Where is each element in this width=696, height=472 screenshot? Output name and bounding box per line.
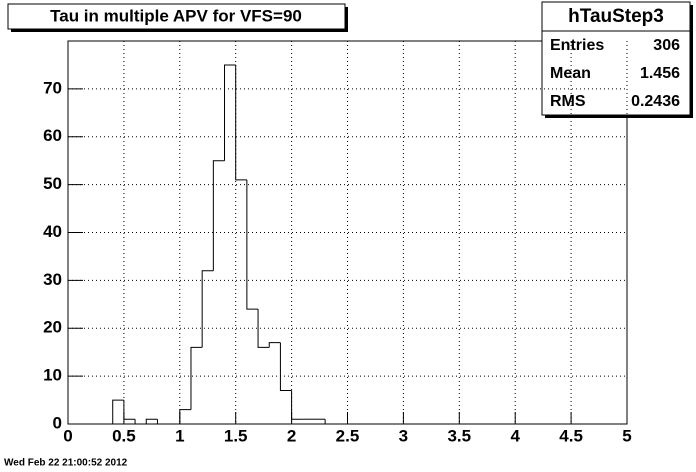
histogram-bin (156, 419, 169, 425)
y-tick-label: 70 (43, 78, 62, 97)
histogram-bin (212, 160, 225, 271)
x-tick-label: 1.5 (224, 426, 248, 445)
y-tick-label: 20 (43, 318, 62, 337)
histogram-bin (134, 419, 147, 425)
x-tick-label: 2 (287, 426, 296, 445)
histogram-bin (235, 64, 247, 181)
histogram-bin (324, 419, 337, 425)
y-tick-label: 40 (43, 222, 62, 241)
stats-box (541, 1, 691, 116)
histogram-bin (246, 179, 259, 310)
x-tick-label: 1 (175, 426, 184, 445)
stats-label: RMS (550, 93, 586, 110)
x-tick-label: 5 (622, 426, 631, 445)
chart-title: Tau in multiple APV for VFS=90 (50, 6, 302, 25)
y-tick-label: 60 (43, 126, 62, 145)
x-tick-label: 4.5 (559, 426, 583, 445)
stats-value: 306 (653, 37, 680, 54)
histogram-bin (112, 399, 124, 424)
histogram-bin (268, 342, 281, 348)
stats-value: 0.2436 (631, 93, 680, 110)
y-tick-label: 10 (43, 366, 62, 385)
histogram-bin (145, 418, 158, 424)
x-tick-label: 3.5 (447, 426, 471, 445)
stats-value: 1.456 (640, 65, 680, 82)
x-tick-label: 2.5 (336, 426, 360, 445)
histogram-bin (279, 342, 292, 391)
histogram-bin (291, 390, 303, 420)
x-tick-label: 4 (510, 426, 520, 445)
histogram-bin (224, 64, 236, 161)
histogram-bin (179, 409, 191, 424)
stats-title: hTauStep3 (568, 6, 664, 27)
y-tick-label: 50 (43, 174, 62, 193)
histogram-bin (201, 270, 214, 348)
x-tick-label: 0.5 (112, 426, 136, 445)
histogram-bin (190, 346, 203, 410)
timestamp: Wed Feb 22 21:00:52 2012 (4, 458, 128, 469)
stats-label: Entries (550, 37, 604, 54)
y-tick-label: 30 (43, 270, 62, 289)
title-box (7, 3, 346, 30)
histogram-bin (257, 309, 270, 348)
x-tick-label: 3 (399, 426, 408, 445)
x-tick-label: 0 (63, 426, 72, 445)
histogram-bin (123, 400, 136, 420)
stats-label: Mean (550, 65, 591, 82)
y-tick-label: 0 (53, 413, 62, 432)
